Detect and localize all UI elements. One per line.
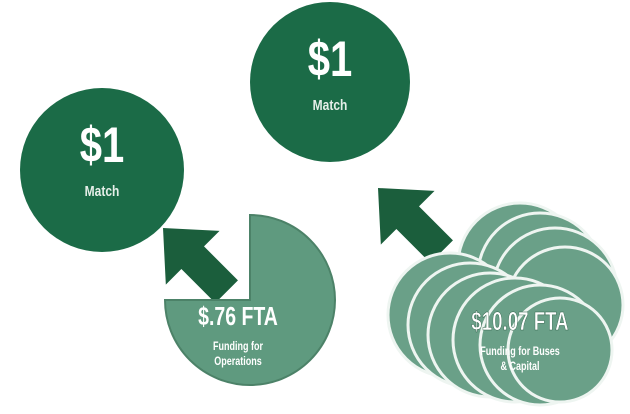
capital-amount: $10.07 FTA	[471, 306, 568, 336]
match-coin	[250, 2, 410, 162]
operations-label: Operations	[214, 355, 262, 369]
capital-label: Funding for Buses	[480, 345, 559, 359]
coin	[506, 296, 614, 404]
match-amount: $1	[308, 31, 352, 87]
match-coin	[20, 88, 184, 252]
match-label: Match	[85, 183, 120, 200]
arrow	[378, 188, 453, 263]
capital-label: & Capital	[501, 360, 540, 374]
match-label: Match	[313, 97, 348, 114]
match-amount: $1	[80, 117, 124, 173]
operations-label: Funding for	[213, 340, 263, 354]
arrow	[163, 228, 238, 303]
operations-amount: $.76 FTA	[198, 301, 278, 330]
partial-coin	[163, 213, 336, 386]
coin-stack	[386, 201, 625, 407]
